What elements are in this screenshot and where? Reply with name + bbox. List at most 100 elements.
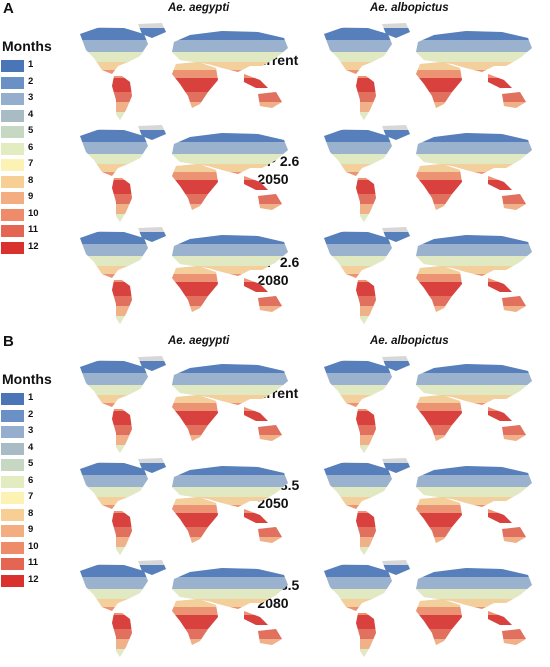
world-map [324,125,532,222]
legend-item: 11 [0,557,60,571]
legend-swatch [1,409,24,422]
legend-item: 11 [0,224,60,238]
legend-label: 1 [28,392,34,403]
legend-item: 2 [0,409,60,423]
legend-label: 3 [28,425,34,436]
legend-swatch [1,93,24,105]
world-map [80,458,288,555]
legend-item: 12 [0,240,60,255]
map-albopictus-rcp85-2050 [306,457,542,557]
legend-label: 8 [28,507,34,519]
map-albopictus-current [306,355,542,455]
species-label-aegypti: Ae. aegypti [168,2,230,14]
world-map [80,23,288,120]
legend-swatch [1,142,24,155]
legend-item: 3 [0,425,60,439]
legend-item: 6 [0,474,60,489]
legend-swatch [1,208,24,221]
legend-label: 4 [28,108,34,120]
legend-item: 2 [0,75,60,90]
legend-swatch [1,109,24,122]
legend-label: 5 [28,125,34,136]
legend-swatch [1,442,24,455]
legend-item: 3 [0,92,60,106]
legend-item: 9 [0,191,60,205]
legend-swatch [1,541,24,554]
legend-label: 9 [28,524,34,535]
legend-item: 7 [0,491,60,505]
legend-label: 4 [28,441,34,453]
map-aegypti-rcp26-2050 [62,124,298,224]
legend-label: 5 [28,458,34,469]
legend-swatch [1,525,24,537]
map-aegypti-rcp85-2050 [62,457,298,557]
world-map [324,23,532,120]
map-aegypti-current [62,22,298,122]
legend-swatch [1,393,24,405]
world-map [324,227,532,324]
map-aegypti-rcp26-2080 [62,226,298,326]
scenario-line2: 2080 [257,272,289,288]
legend-swatch [1,225,24,237]
world-map [324,356,532,453]
world-map [80,356,288,453]
legend-swatch [1,76,24,89]
legend-label: 7 [28,158,34,169]
species-label-aegypti: Ae. aegypti [168,335,230,347]
legend-label: 3 [28,92,34,103]
map-albopictus-rcp85-2080 [306,559,542,659]
legend-item: 12 [0,574,60,588]
legend-title: Months [2,371,52,387]
legend-swatch [1,60,24,72]
legend-item: 4 [0,108,60,123]
legend-swatch [1,558,24,570]
map-albopictus-rcp26-2080 [306,226,542,326]
legend-item: 4 [0,441,60,456]
map-albopictus-current [306,22,542,122]
world-map [324,560,532,657]
legend-label: 6 [28,141,34,153]
legend-item: 10 [0,207,60,222]
legend-label: 10 [28,207,39,219]
map-aegypti-current [62,355,298,455]
map-aegypti-rcp85-2080 [62,559,298,659]
legend-swatch [1,508,24,521]
legend-item: 10 [0,541,60,555]
species-label-albopictus: Ae. albopictus [370,335,449,347]
legend-swatch [1,475,24,488]
panel-letter: A [3,0,14,17]
legend-label: 8 [28,174,34,186]
legend-item: 8 [0,507,60,522]
legend-swatch [1,241,24,254]
legend-title: Months [2,38,52,54]
scenario-line2: 2050 [257,171,289,187]
legend-swatch [1,159,24,171]
legend-label: 2 [28,75,34,87]
legend-item: 9 [0,524,60,538]
panel-letter: B [3,333,14,350]
legend-item: 1 [0,59,60,73]
species-label-albopictus: Ae. albopictus [370,2,449,14]
legend-label: 6 [28,474,34,486]
world-map [80,125,288,222]
legend-swatch [1,175,24,188]
legend-swatch [1,126,24,138]
legend-label: 7 [28,491,34,502]
legend-label: 11 [28,224,39,235]
legend-item: 5 [0,458,60,472]
legend-swatch [1,574,24,587]
legend-item: 1 [0,392,60,406]
legend-swatch [1,459,24,471]
legend-label: 12 [28,240,39,252]
map-albopictus-rcp26-2050 [306,124,542,224]
legend-item: 7 [0,158,60,172]
legend-label: 9 [28,191,34,202]
world-map [324,458,532,555]
legend-item: 8 [0,174,60,189]
legend-label: 11 [28,557,39,568]
world-map [80,227,288,324]
legend-swatch [1,426,24,438]
legend-label: 1 [28,59,34,70]
